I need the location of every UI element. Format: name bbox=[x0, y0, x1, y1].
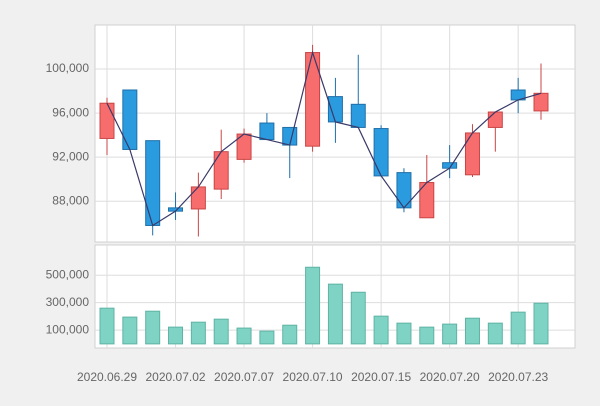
y-tick-label: 88,000 bbox=[52, 193, 89, 207]
volume-bar bbox=[190, 321, 206, 345]
volume-bar bbox=[464, 317, 480, 345]
volume-bar bbox=[419, 326, 435, 345]
volume-bar bbox=[168, 326, 184, 345]
y-tick-label: 96,000 bbox=[52, 105, 89, 119]
candle-body bbox=[213, 151, 229, 190]
volume-bar bbox=[350, 291, 366, 345]
x-tick-label: 2020.07.07 bbox=[214, 370, 274, 384]
volume-tick-label: 500,000 bbox=[46, 267, 90, 281]
x-tick-label: 2020.07.10 bbox=[283, 370, 343, 384]
candle-body bbox=[145, 140, 161, 226]
candle-body bbox=[259, 122, 275, 141]
volume-bar bbox=[373, 315, 389, 345]
candle-body bbox=[487, 111, 503, 128]
candle-body bbox=[282, 126, 298, 146]
volume-bar bbox=[442, 323, 458, 345]
volume-bar bbox=[145, 310, 161, 345]
candle-body bbox=[190, 186, 206, 210]
volume-bar bbox=[236, 327, 252, 345]
volume-tick-label: 300,000 bbox=[46, 295, 90, 309]
x-tick-label: 2020.07.23 bbox=[488, 370, 548, 384]
candle-body bbox=[327, 96, 343, 123]
volume-bar bbox=[533, 302, 549, 345]
volume-bar bbox=[487, 322, 503, 345]
x-tick-label: 2020.07.15 bbox=[351, 370, 411, 384]
y-tick-label: 92,000 bbox=[52, 149, 89, 163]
volume-bar bbox=[305, 266, 321, 345]
close-line bbox=[106, 50, 542, 227]
x-tick-label: 2020.07.20 bbox=[420, 370, 480, 384]
volume-bar bbox=[282, 324, 298, 345]
volume-tick-label: 100,000 bbox=[46, 322, 90, 336]
y-tick-label: 100,000 bbox=[46, 61, 90, 75]
candle-body bbox=[464, 132, 480, 176]
candle-body bbox=[373, 128, 389, 177]
volume-bar bbox=[213, 318, 229, 345]
volume-bar bbox=[122, 316, 138, 345]
volume-bar bbox=[396, 322, 412, 345]
volume-bar bbox=[327, 283, 343, 345]
x-tick-label: 2020.07.02 bbox=[145, 370, 205, 384]
volume-bar bbox=[510, 311, 526, 345]
candle-body bbox=[350, 103, 366, 128]
candle-body bbox=[533, 92, 549, 112]
candle-body bbox=[99, 102, 115, 139]
x-tick-label: 2020.06.29 bbox=[77, 370, 137, 384]
volume-bar bbox=[259, 330, 275, 345]
volume-bar bbox=[99, 307, 115, 345]
